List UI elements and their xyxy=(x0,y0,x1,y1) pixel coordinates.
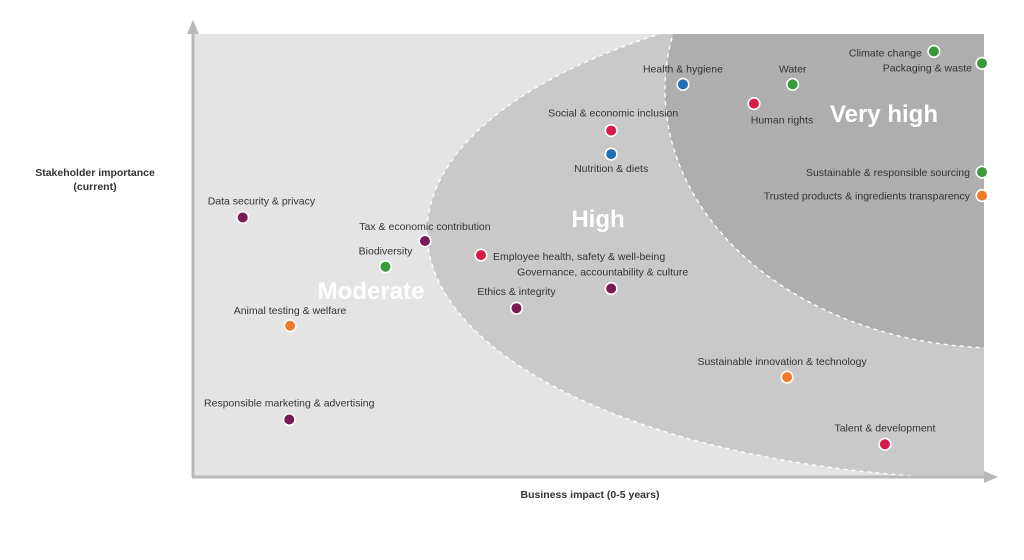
data-point-marker xyxy=(283,319,297,333)
data-point-label: Tax & economic contribution xyxy=(359,221,490,233)
data-point-marker xyxy=(604,147,618,161)
data-point: Responsible marketing & advertising xyxy=(204,397,375,427)
data-point-label: Ethics & integrity xyxy=(477,286,556,298)
data-point-label: Governance, accountability & culture xyxy=(517,267,688,279)
data-point-marker xyxy=(509,301,524,315)
y-axis-label-line2: (current) xyxy=(73,181,117,193)
data-point-label: Employee health, safety & well-being xyxy=(493,251,665,263)
data-point: Sustainable innovation & technology xyxy=(697,356,868,384)
data-point: Ethics & integrity xyxy=(477,286,556,315)
zone-label-moderate: Moderate xyxy=(318,278,425,305)
data-point-marker xyxy=(676,77,690,91)
y-axis-label: Stakeholder importance (current) xyxy=(20,166,170,194)
data-point-label: Climate change xyxy=(849,47,922,59)
data-point-marker xyxy=(747,97,761,111)
data-point-label: Water xyxy=(779,63,807,75)
data-point: Nutrition & diets xyxy=(574,147,648,175)
data-point: Social & economic inclusion xyxy=(548,108,678,138)
data-point: Employee health, safety & well-being xyxy=(474,248,665,263)
data-point-label: Sustainable & responsible sourcing xyxy=(806,167,970,179)
data-point-label: Packaging & waste xyxy=(883,62,972,74)
data-point-label: Trusted products & ingredients transpare… xyxy=(764,191,971,203)
data-point: Sustainable & responsible sourcing xyxy=(806,165,989,179)
data-point-label: Biodiversity xyxy=(359,246,413,258)
data-point: Tax & economic contribution xyxy=(359,221,491,248)
data-point-label: Human rights xyxy=(751,115,813,127)
data-point-marker xyxy=(282,412,296,427)
axes xyxy=(187,20,998,483)
data-point: Human rights xyxy=(747,97,813,127)
data-point: Climate change xyxy=(849,44,941,59)
y-axis-arrow xyxy=(187,20,199,34)
data-point: Biodiversity xyxy=(359,246,413,274)
data-point-marker xyxy=(378,260,393,274)
data-point-label: Talent & development xyxy=(834,422,935,434)
data-point-label: Animal testing & welfare xyxy=(234,305,347,317)
data-point-label: Health & hygiene xyxy=(643,63,723,75)
data-point: Packaging & waste xyxy=(883,56,989,74)
data-point: Data security & privacy xyxy=(208,195,316,225)
data-point: Talent & development xyxy=(834,422,936,451)
data-point-label: Data security & privacy xyxy=(208,195,316,207)
zone-very-high-area xyxy=(664,34,984,349)
data-point-label: Nutrition & diets xyxy=(574,163,648,175)
x-axis-arrow xyxy=(984,471,998,483)
data-point-marker xyxy=(418,234,432,248)
data-point-marker xyxy=(236,210,250,225)
data-point-marker xyxy=(604,281,618,296)
zone-label-high: High xyxy=(571,206,624,233)
y-axis-label-line1: Stakeholder importance xyxy=(35,167,155,179)
data-point-marker xyxy=(927,44,941,59)
data-point: Health & hygiene xyxy=(643,63,723,91)
data-point-marker xyxy=(474,248,488,262)
data-point: Governance, accountability & culture xyxy=(517,267,688,296)
data-point-label: Social & economic inclusion xyxy=(548,108,678,120)
data-point-marker xyxy=(780,370,794,384)
data-point-marker xyxy=(975,189,989,203)
x-axis-label: Business impact (0-5 years) xyxy=(520,489,660,501)
data-point-label: Responsible marketing & advertising xyxy=(204,397,375,409)
data-point: Animal testing & welfare xyxy=(234,305,347,333)
data-point-marker xyxy=(604,123,618,138)
data-point-marker xyxy=(878,437,892,451)
data-point-marker xyxy=(975,56,989,70)
zone-label-very-high: Very high xyxy=(830,101,938,128)
data-point-marker xyxy=(975,165,989,179)
data-points: Climate change Packaging & waste Health & … xyxy=(204,44,989,451)
data-point-marker xyxy=(786,77,800,91)
data-point: Water xyxy=(779,63,807,91)
data-point: Trusted products & ingredients transpare… xyxy=(764,189,989,203)
data-point-label: Sustainable innovation & technology xyxy=(697,356,867,368)
